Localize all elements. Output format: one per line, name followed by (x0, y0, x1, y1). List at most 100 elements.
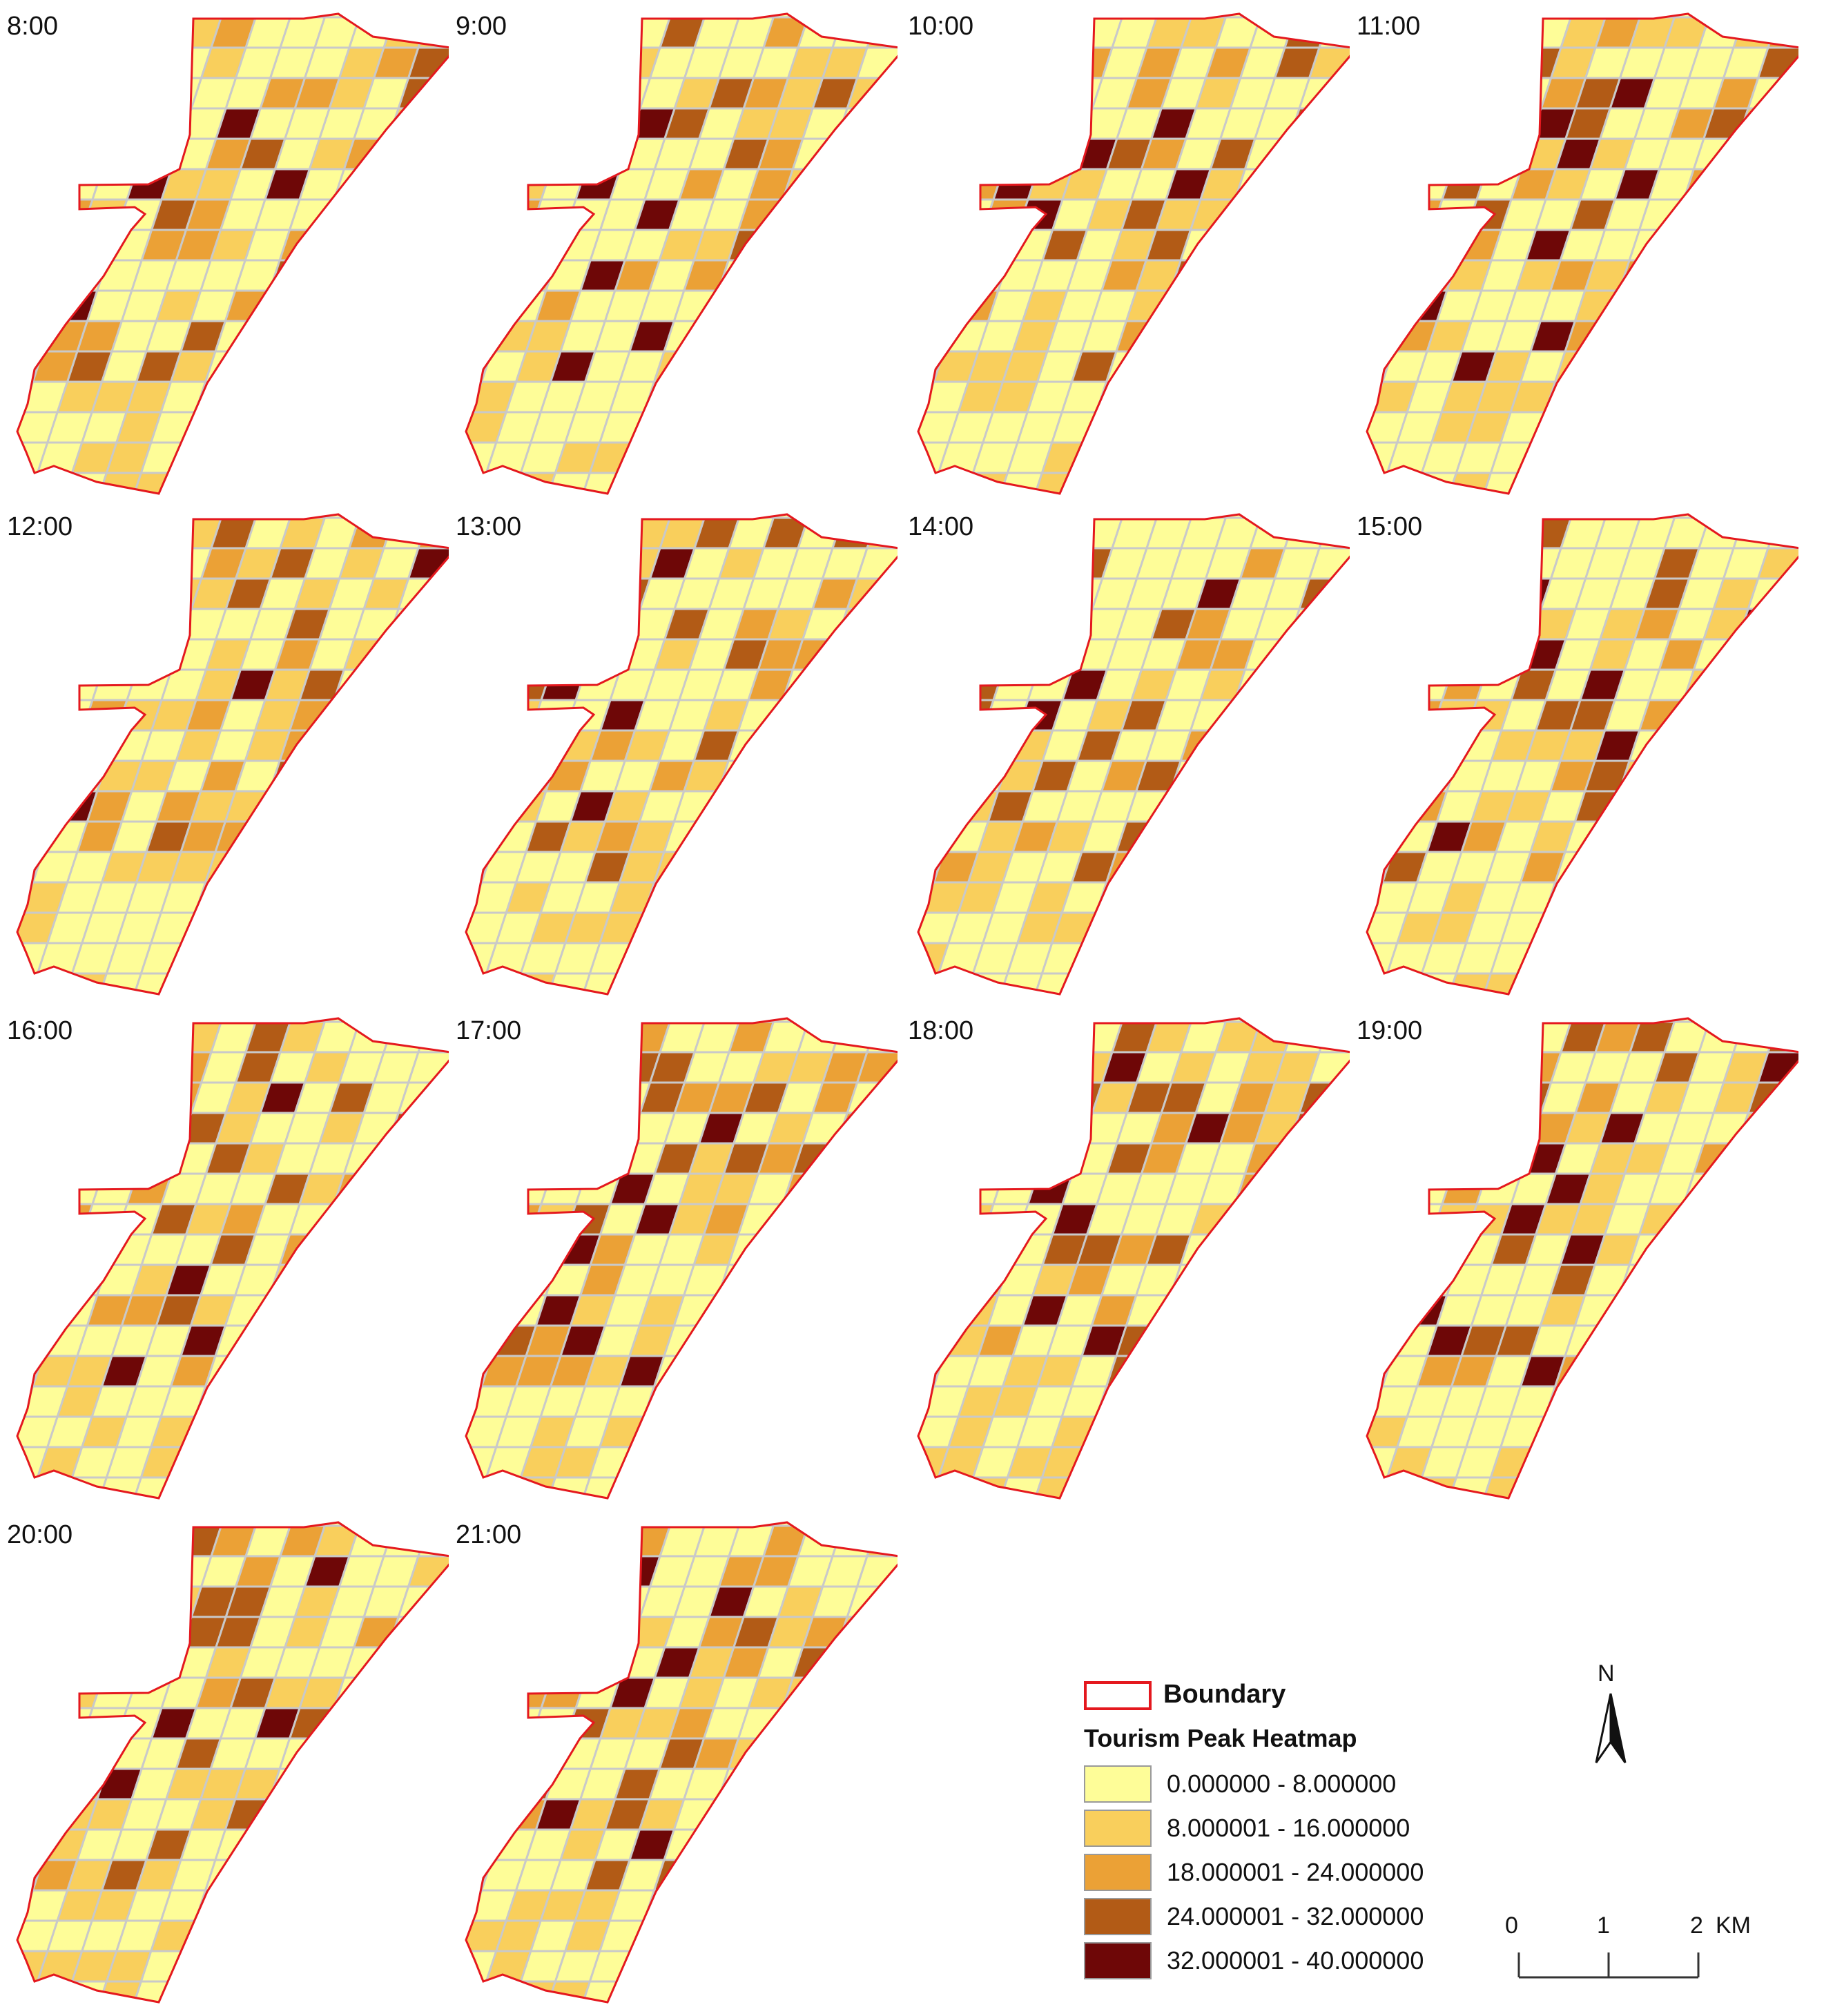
scale-tick-0: 0 (1505, 1912, 1518, 1939)
district-block (106, 16, 154, 49)
district-block (815, 1172, 864, 1205)
district-block (449, 1477, 452, 1508)
district-block (1174, 851, 1222, 884)
district-block (17, 1828, 55, 1861)
district-block (1367, 820, 1404, 853)
district-block (761, 1737, 809, 1770)
district-block (253, 1415, 301, 1448)
district-block (1652, 759, 1700, 793)
district-block (997, 1051, 1045, 1084)
district-block (267, 972, 316, 994)
district-block (1662, 729, 1710, 762)
district-block (1632, 320, 1680, 353)
district-block (1460, 107, 1508, 140)
district-block (449, 1447, 462, 1477)
district-block (1228, 289, 1276, 322)
district-block (1022, 577, 1069, 610)
district-block (298, 1385, 345, 1418)
district-block (198, 1980, 246, 2002)
district-block (554, 516, 603, 550)
district-block (1667, 1324, 1715, 1357)
district-block (327, 790, 375, 823)
district-block (1002, 1142, 1049, 1175)
legend-title: Tourism Peak Heatmap (1084, 1724, 1357, 1752)
district-block (926, 472, 975, 494)
district-block (584, 1646, 632, 1679)
time-label: 12:00 (7, 512, 73, 541)
district-block (726, 441, 774, 474)
district-block (1593, 1446, 1640, 1479)
district-map (16, 1017, 449, 1500)
district-block (1662, 229, 1710, 262)
district-block (579, 46, 628, 79)
district-block (238, 350, 287, 383)
district-block (37, 729, 84, 762)
district-block (1129, 380, 1177, 414)
district-block (1046, 608, 1094, 641)
map-panel: 17:00 (449, 1015, 898, 1512)
legend-class-label: 24.000001 - 32.000000 (1167, 1902, 1424, 1930)
district-block (776, 1798, 824, 1831)
district-block (1446, 46, 1494, 79)
time-label: 9:00 (456, 12, 507, 41)
district-block (731, 320, 779, 353)
district-block (1350, 943, 1363, 973)
district-block (1578, 1385, 1626, 1418)
district-block (1652, 1263, 1700, 1297)
district-block (1174, 1355, 1222, 1388)
district-block (520, 1737, 567, 1770)
district-block (26, 972, 74, 994)
district-block (475, 1767, 523, 1801)
district-block (584, 137, 632, 171)
district-block (918, 320, 955, 353)
district-block (1490, 1020, 1538, 1054)
district-block (229, 380, 276, 414)
district-block (1046, 1112, 1094, 1145)
district-block (1548, 972, 1596, 994)
district-block (46, 198, 95, 231)
district-block (293, 289, 340, 322)
district-block (736, 1415, 784, 1448)
district-block (174, 942, 222, 975)
district-block (347, 1233, 395, 1266)
district-boundary (465, 513, 898, 996)
district-block (1164, 380, 1212, 414)
district-block (164, 472, 212, 494)
district-block (1647, 881, 1695, 914)
district-block (918, 1294, 965, 1327)
district-block (667, 1415, 715, 1448)
district-block (0, 443, 13, 473)
district-block (535, 1585, 583, 1618)
district-block (278, 1950, 325, 1983)
district-block (1568, 411, 1616, 444)
district-block (449, 1951, 462, 1981)
map-panel: 18:00 (901, 1015, 1350, 1512)
district-block (317, 320, 365, 353)
district-block (71, 229, 119, 262)
district-block (1022, 1081, 1069, 1114)
district-block (901, 443, 914, 473)
district-block (623, 1950, 670, 1983)
district-boundary (465, 1017, 898, 1500)
district-block (1608, 289, 1656, 322)
district-block (1214, 229, 1261, 262)
district-block (721, 350, 770, 383)
district-block (377, 137, 425, 171)
district-block (449, 973, 452, 1004)
district-block (918, 1476, 940, 1498)
district-block (1588, 350, 1636, 383)
district-block (525, 107, 573, 140)
district-block (145, 1616, 193, 1649)
district-block (76, 1616, 124, 1649)
map-panel: 16:00 (0, 1015, 449, 1512)
district-block (701, 1919, 750, 1952)
district-block (258, 1798, 306, 1831)
district-block (130, 46, 179, 79)
district-block (712, 380, 759, 414)
district-block (736, 411, 784, 444)
district-block (766, 1828, 814, 1861)
district-block (377, 638, 425, 671)
district-block (282, 1828, 331, 1861)
district-block (771, 699, 819, 732)
district-block (218, 1919, 266, 1952)
